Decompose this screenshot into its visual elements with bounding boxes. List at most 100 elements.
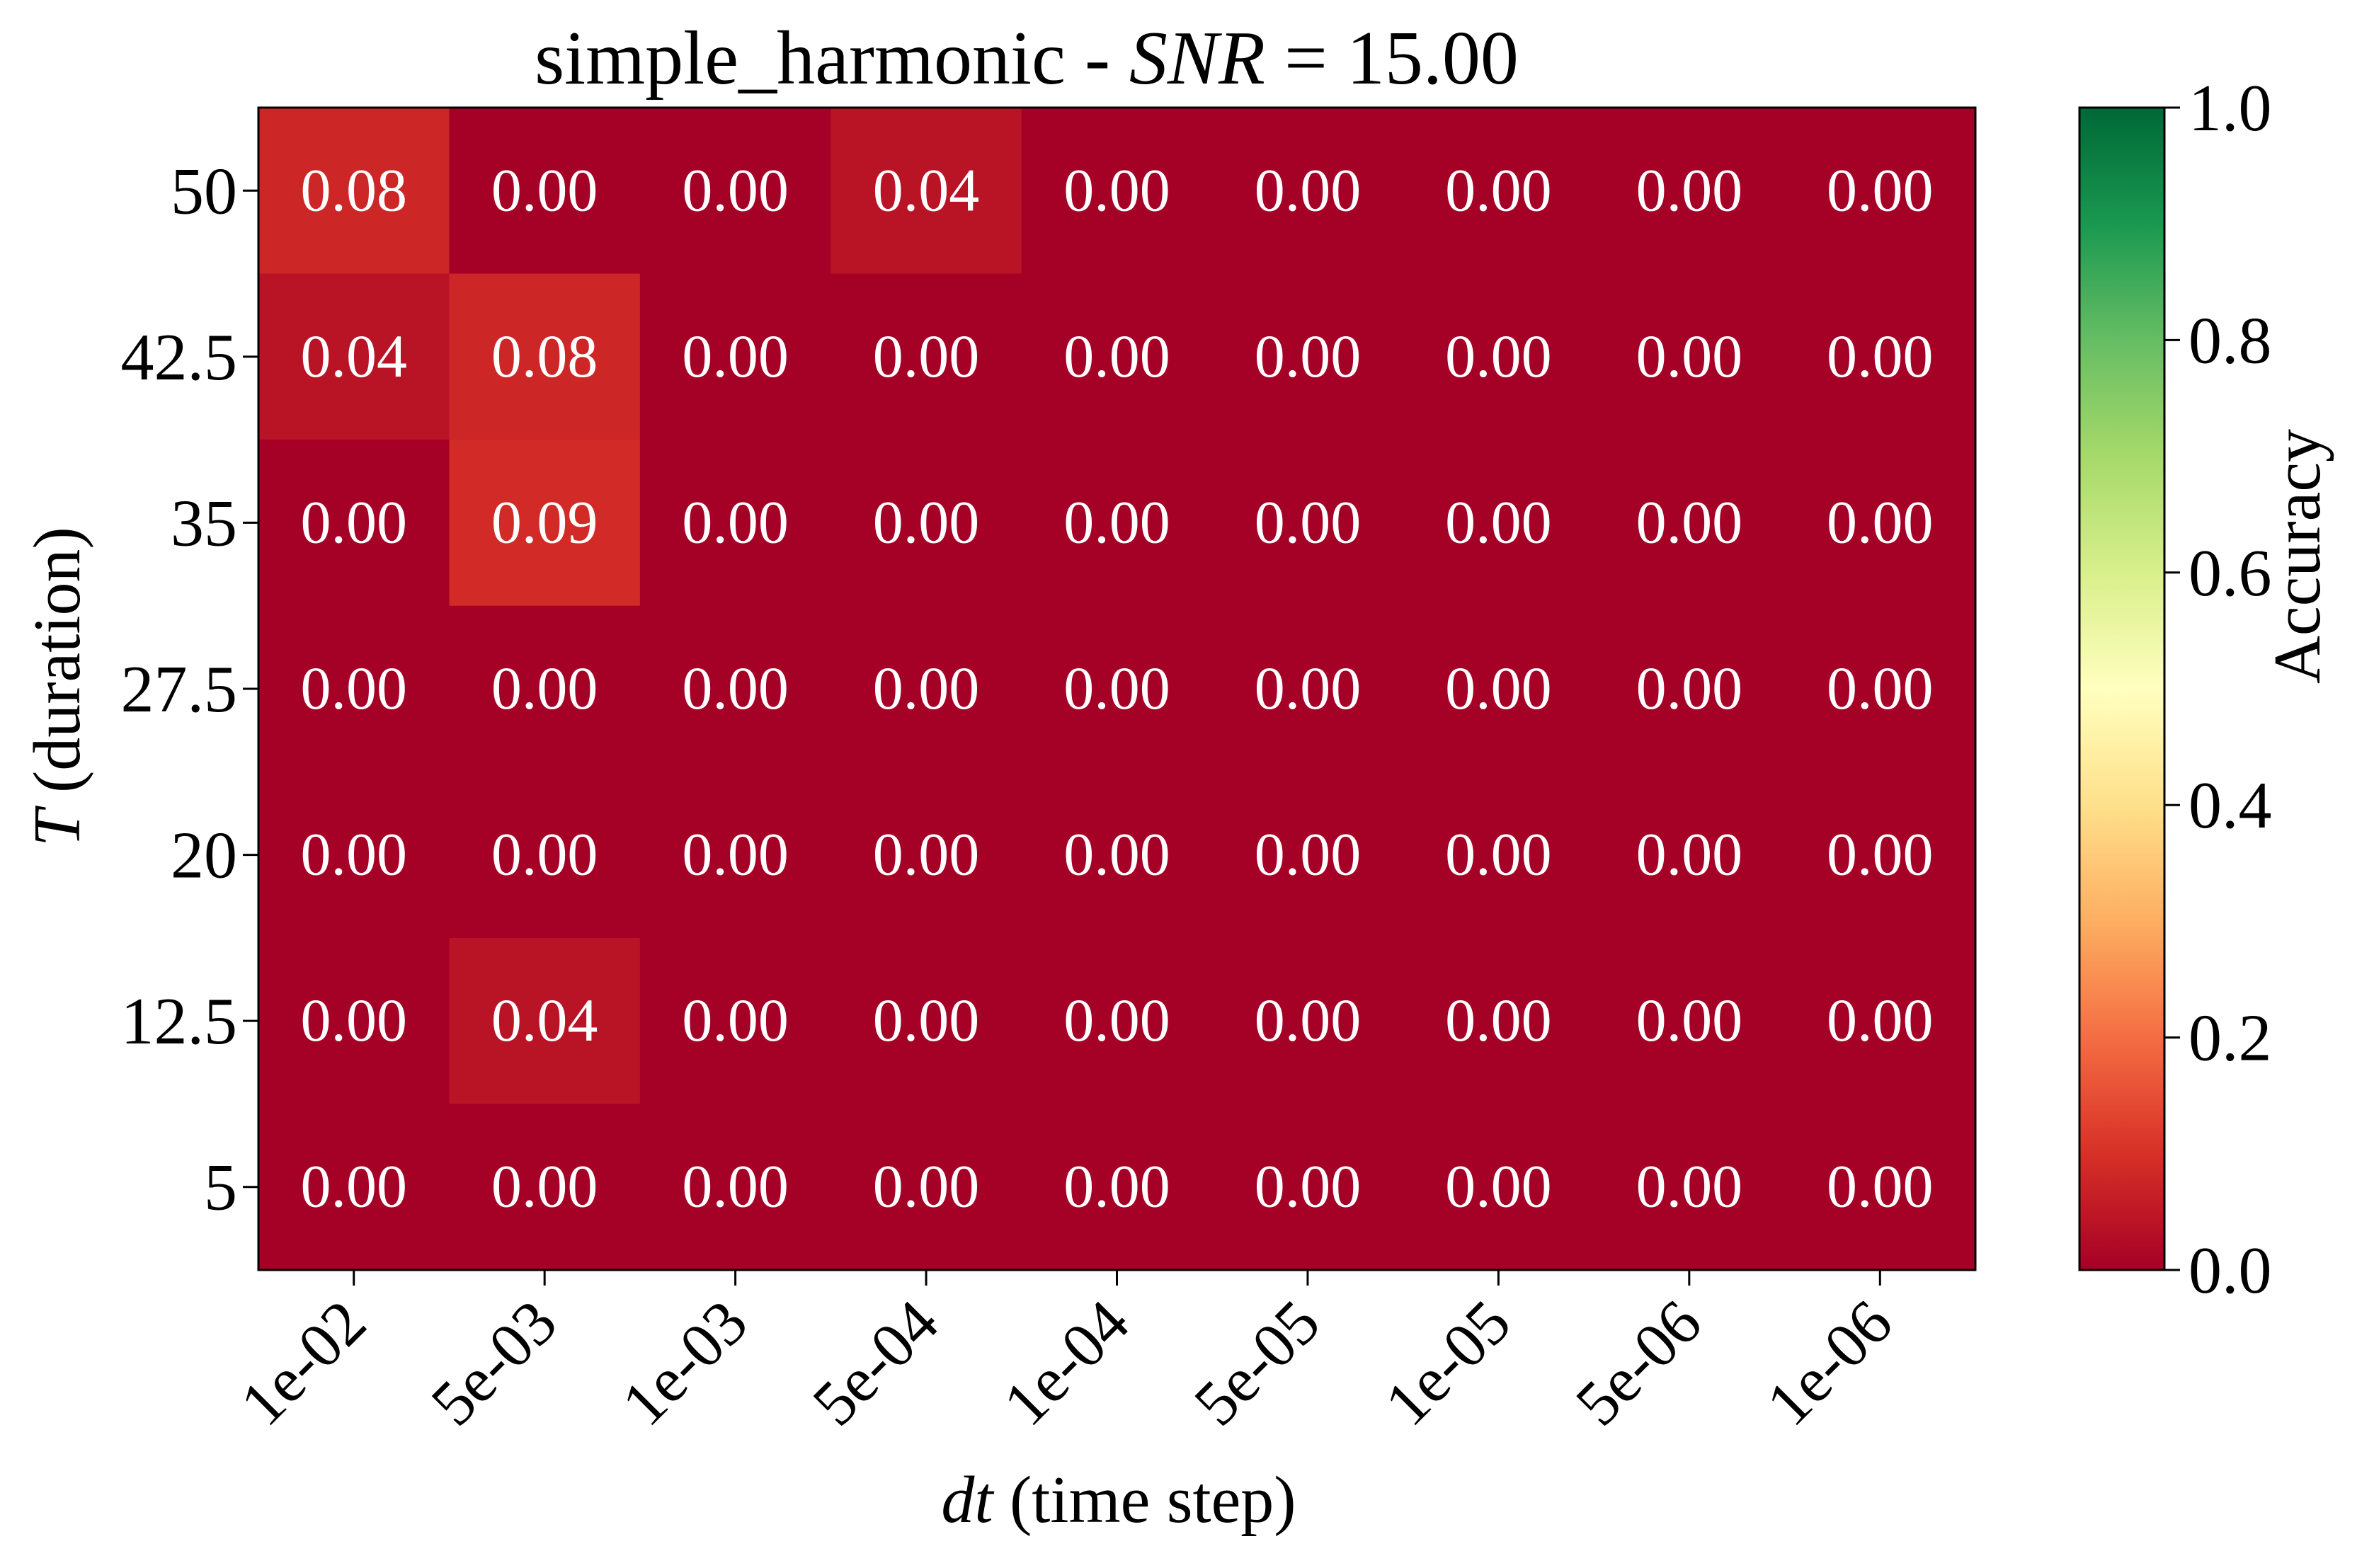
x-tick-label: 1e-02 — [227, 1287, 379, 1439]
cell-value-label: 0.00 — [1445, 986, 1552, 1054]
cell-value-label: 0.00 — [873, 986, 980, 1054]
heatmap-cell — [1784, 440, 1976, 607]
x-axis-ticks: 1e-02 5e-03 1e-03 5e-04 1e-04 5e-05 1e-05 5e-06… — [227, 1270, 1905, 1439]
heatmap-cell — [1212, 273, 1404, 440]
cell-value-label: 0.00 — [682, 156, 789, 224]
heatmap-cell — [449, 108, 641, 275]
heatmap-cell — [449, 1104, 641, 1271]
cell-value-label: 0.00 — [491, 1152, 598, 1220]
cell-value-label: 0.08 — [491, 322, 598, 390]
heatmap-cell — [1403, 937, 1594, 1105]
cell-value-label: 0.00 — [491, 156, 598, 224]
cell-value-label: 0.00 — [1445, 820, 1552, 888]
x-tick-label: 1e-03 — [609, 1287, 761, 1439]
y-tick-label: 27.5 — [121, 653, 238, 726]
cell-value-label: 0.00 — [873, 488, 980, 556]
y-tick-label: 50 — [171, 154, 237, 228]
cell-value-label: 0.00 — [873, 322, 980, 390]
cell-value-label: 0.00 — [1063, 322, 1170, 390]
cell-value-label: 0.00 — [1827, 156, 1934, 224]
cell-value-label: 0.00 — [1063, 654, 1170, 722]
heatmap-cell — [639, 772, 831, 939]
cell-value-label: 0.00 — [1827, 654, 1934, 722]
cell-value-label: 0.00 — [1636, 322, 1743, 390]
heatmap-cell — [258, 772, 450, 939]
heatmap-cell — [1594, 605, 1786, 772]
heatmap-cell — [1403, 1104, 1594, 1271]
heatmap-cell — [1594, 772, 1786, 939]
cell-value-label: 0.00 — [300, 1152, 407, 1220]
y-axis-ticks: 50 42.5 35 27.5 20 12.5 5 — [121, 154, 258, 1225]
cell-value-label: 0.00 — [1445, 156, 1552, 224]
heatmap-cell — [258, 937, 450, 1105]
cell-value-label: 0.00 — [1636, 986, 1743, 1054]
cell-value-label: 0.00 — [1255, 654, 1362, 722]
heatmap-cell — [1403, 772, 1594, 939]
heatmap-cell — [1212, 605, 1404, 772]
heatmap-cell — [1021, 273, 1213, 440]
y-tick-label: 20 — [171, 819, 237, 893]
cell-value-label: 0.00 — [1445, 1152, 1552, 1220]
cell-value-label: 0.04 — [873, 156, 980, 224]
heatmap-cell — [1403, 273, 1594, 440]
cell-value-label: 0.04 — [491, 986, 598, 1054]
cell-value-label: 0.04 — [300, 322, 407, 390]
cell-value-label: 0.00 — [1255, 986, 1362, 1054]
heatmap-cell — [831, 772, 1022, 939]
cell-value-label: 0.00 — [300, 654, 407, 722]
cell-value-label: 0.08 — [300, 156, 407, 224]
heatmap-cell — [1784, 605, 1976, 772]
heatmap-cell — [1594, 273, 1786, 440]
cell-value-label: 0.00 — [682, 1152, 789, 1220]
heatmap-cell — [1784, 937, 1976, 1105]
cell-value-label: 0.00 — [873, 654, 980, 722]
cell-value-label: 0.00 — [682, 322, 789, 390]
heatmap-cell — [1594, 1104, 1786, 1271]
colorbar-tick-label: 0.2 — [2188, 1002, 2272, 1075]
heatmap-cell — [831, 1104, 1022, 1271]
heatmap-cell — [831, 273, 1022, 440]
y-tick-label: 35 — [171, 486, 237, 560]
heatmap-cell — [1594, 937, 1786, 1105]
heatmap-cell — [1403, 440, 1594, 607]
x-tick-label: 5e-03 — [418, 1287, 570, 1439]
cell-value-label: 0.00 — [682, 488, 789, 556]
heatmap-cell — [1594, 108, 1786, 275]
heatmap-cell — [258, 1104, 450, 1271]
cell-value-label: 0.00 — [873, 1152, 980, 1220]
cell-value-label: 0.00 — [491, 820, 598, 888]
heatmap-cell — [831, 108, 1022, 275]
heatmap-cell — [449, 772, 641, 939]
heatmap-cell — [449, 937, 641, 1105]
cell-value-label: 0.00 — [1063, 1152, 1170, 1220]
cell-value-label: 0.00 — [1255, 820, 1362, 888]
heatmap-cell — [831, 605, 1022, 772]
y-tick-label: 12.5 — [121, 985, 238, 1058]
heatmap-cell — [639, 273, 831, 440]
heatmap-cell — [639, 440, 831, 607]
heatmap-cell — [258, 273, 450, 440]
cell-value-label: 0.09 — [491, 488, 598, 556]
heatmap-cell — [1212, 440, 1404, 607]
heatmap-cell — [258, 440, 450, 607]
cell-value-label: 0.00 — [1636, 1152, 1743, 1220]
heatmap-cell — [1212, 1104, 1404, 1271]
colorbar-tick-label: 1.0 — [2188, 71, 2272, 145]
cell-value-label: 0.00 — [1636, 488, 1743, 556]
colorbar-tick-label: 0.4 — [2188, 769, 2272, 842]
heatmap-cell — [1021, 605, 1213, 772]
heatmap-cell — [1021, 1104, 1213, 1271]
colorbar-label: Accuracy — [2261, 429, 2334, 684]
cell-value-label: 0.00 — [491, 654, 598, 722]
heatmap-cell — [639, 937, 831, 1105]
heatmap-cell — [1021, 772, 1213, 939]
colorbar — [2078, 106, 2166, 1271]
cell-value-label: 0.00 — [1445, 488, 1552, 556]
heatmap-cell — [1403, 108, 1594, 275]
cell-value-label: 0.00 — [1827, 820, 1934, 888]
colorbar-ticks: 0.0 0.2 0.4 0.6 0.8 1.0 — [2164, 71, 2272, 1307]
heatmap-cell — [1021, 937, 1213, 1105]
cell-value-label: 0.00 — [300, 820, 407, 888]
heatmap-cell — [1784, 273, 1976, 440]
